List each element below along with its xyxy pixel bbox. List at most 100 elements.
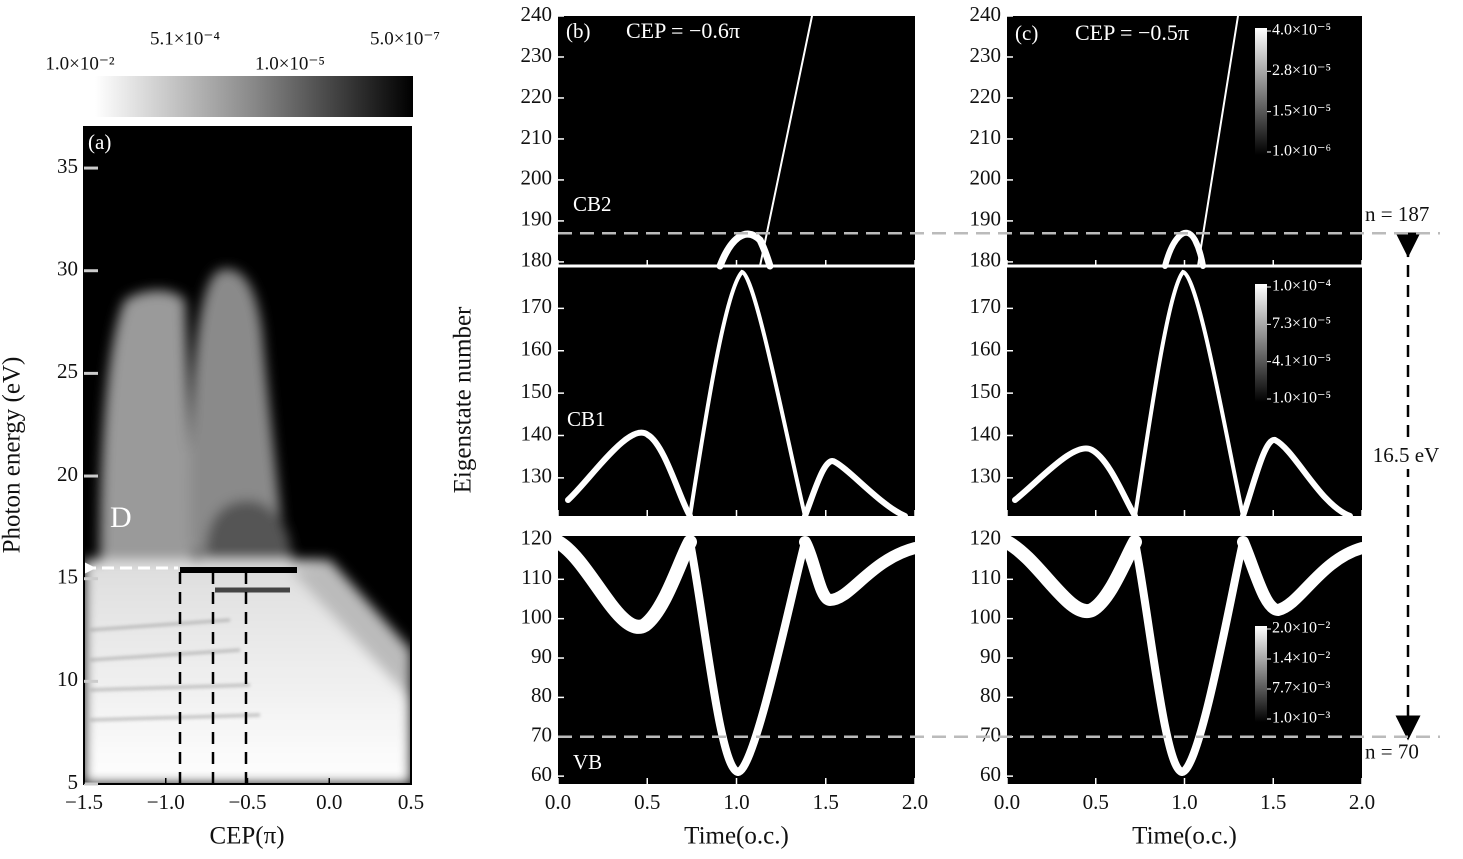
y-tick-label: 190 <box>521 207 553 231</box>
colorbar-label: 1.0×10⁻⁵ <box>1272 390 1331 407</box>
y-tick-label: 80 <box>531 683 552 707</box>
x-tick-label: 0.0 <box>545 790 571 814</box>
y-tick-label: 160 <box>970 337 1002 361</box>
gap-label-bg <box>1362 445 1448 469</box>
y-tick-label: 130 <box>970 464 1002 488</box>
level-label: n = 70 <box>1365 740 1419 764</box>
x-tick-label: 2.0 <box>1349 790 1375 814</box>
colorbar-a <box>95 76 413 117</box>
colorbar-label: 1.0×10⁻⁴ <box>1272 278 1331 295</box>
y-tick-label: 220 <box>970 84 1002 108</box>
gap-label: 16.5 eV <box>1373 443 1440 467</box>
x-tick-label: 1.0 <box>1171 790 1197 814</box>
y-tick-label: 90 <box>531 644 552 668</box>
colorbar-label: 1.0×10⁻³ <box>1272 710 1330 727</box>
y-tick-label: 35 <box>57 154 78 178</box>
y-tick-label: 150 <box>521 379 553 403</box>
y-tick-label: 60 <box>531 762 552 786</box>
panel-title: CEP = −0.6π <box>626 18 740 43</box>
colorbar <box>1255 284 1267 402</box>
x-tick-label: −1.5 <box>65 790 103 814</box>
y-tick-label: 190 <box>970 207 1002 231</box>
colorbar-label: 5.0×10⁻⁷ <box>370 28 440 49</box>
y-tick-label: 20 <box>57 462 78 486</box>
x-tick-label: 2.0 <box>902 790 928 814</box>
y-tick-label: 220 <box>521 84 553 108</box>
cep-guides <box>178 572 248 784</box>
x-tick-label: 0.5 <box>1083 790 1109 814</box>
colorbar <box>1255 626 1267 722</box>
level-label: n = 187 <box>1365 202 1429 226</box>
x-tick-label: 1.5 <box>813 790 839 814</box>
colorbar-label: 5.1×10⁻⁴ <box>150 28 220 49</box>
y-tick-label: 210 <box>521 125 553 149</box>
y-tick-label: 180 <box>970 248 1002 272</box>
x-axis-label: CEP(π) <box>209 823 284 850</box>
y-tick-label: 240 <box>970 2 1002 26</box>
colorbar <box>1255 28 1267 155</box>
heatmap-b <box>551 15 921 784</box>
colorbar-label: 7.7×10⁻³ <box>1272 680 1330 697</box>
y-tick-label: 100 <box>521 604 553 628</box>
y-tick-label: 200 <box>521 166 553 190</box>
panel-label: (c) <box>1015 21 1038 45</box>
annotation: D <box>110 501 132 534</box>
heatmap-c <box>1000 15 1368 784</box>
y-tick-label: 110 <box>970 565 1001 589</box>
y-tick-label: 100 <box>970 604 1002 628</box>
colorbar-label: 2.0×10⁻² <box>1272 620 1330 637</box>
x-tick-label: −1.0 <box>147 790 185 814</box>
panel-title: CEP = −0.5π <box>1075 20 1189 45</box>
y-tick-label: 160 <box>521 337 553 361</box>
x-tick-label: −0.5 <box>228 790 266 814</box>
y-tick-label: 120 <box>970 526 1002 550</box>
y-tick-label: 70 <box>980 723 1001 747</box>
colorbar-label: 1.5×10⁻⁵ <box>1272 102 1331 119</box>
x-axis-label: Time(o.c.) <box>684 823 789 850</box>
panel-label: (a) <box>88 130 111 154</box>
x-tick-label: 1.5 <box>1260 790 1286 814</box>
y-axis-label: Photon energy (eV) <box>0 357 26 554</box>
band-label: VB <box>573 750 602 774</box>
y-tick-label: 180 <box>521 248 553 272</box>
colorbar-label: 1.0×10⁻⁶ <box>1272 143 1331 160</box>
y-tick-label: 170 <box>970 294 1002 318</box>
y-tick-label: 25 <box>57 359 78 383</box>
x-tick-label: 0.5 <box>634 790 660 814</box>
x-tick-label: 1.0 <box>723 790 749 814</box>
y-tick-label: 120 <box>521 526 553 550</box>
y-tick-label: 60 <box>980 762 1001 786</box>
y-tick-label: 170 <box>521 294 553 318</box>
y-tick-label: 200 <box>970 166 1002 190</box>
panel-label: (b) <box>566 19 591 43</box>
colorbar-label: 1.4×10⁻² <box>1272 650 1330 667</box>
y-tick-label: 230 <box>970 43 1002 67</box>
colorbar-label: 4.1×10⁻⁵ <box>1272 352 1331 369</box>
y-axis-label: Eigenstate number <box>450 306 477 493</box>
colorbar-label: 1.0×10⁻⁵ <box>255 53 325 74</box>
y-tick-label: 90 <box>980 644 1001 668</box>
heatmap-a <box>84 127 411 784</box>
y-tick-label: 30 <box>57 257 78 281</box>
colorbar-label: 1.0×10⁻² <box>45 53 114 74</box>
y-tick-label: 110 <box>521 565 552 589</box>
x-axis-label: Time(o.c.) <box>1132 823 1237 850</box>
y-tick-label: 240 <box>521 2 553 26</box>
y-tick-label: 210 <box>970 125 1002 149</box>
x-tick-label: 0.0 <box>316 790 342 814</box>
band-label: CB2 <box>573 192 612 216</box>
band-label: CB1 <box>567 407 606 431</box>
y-tick-label: 140 <box>970 421 1002 445</box>
colorbar-label: 4.0×10⁻⁵ <box>1272 22 1331 39</box>
y-tick-label: 5 <box>68 770 79 794</box>
y-tick-label: 230 <box>521 43 553 67</box>
colorbar-label: 7.3×10⁻⁵ <box>1272 315 1331 332</box>
y-tick-label: 70 <box>531 723 552 747</box>
x-tick-label: 0.5 <box>398 790 424 814</box>
y-tick-label: 140 <box>521 421 553 445</box>
y-tick-label: 10 <box>57 667 78 691</box>
colorbar-label: 2.8×10⁻⁵ <box>1272 62 1331 79</box>
y-tick-label: 150 <box>970 379 1002 403</box>
y-tick-label: 130 <box>521 464 553 488</box>
